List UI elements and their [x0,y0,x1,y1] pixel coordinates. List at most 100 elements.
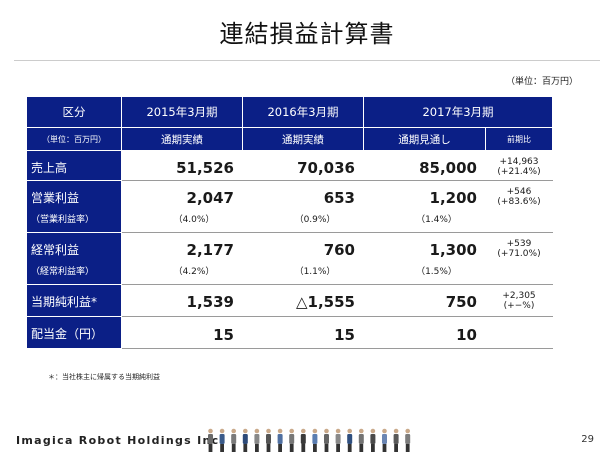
person-icon [289,428,294,434]
header-row-2: （単位：百万円） 通期実績 通期実績 通期見通し 前期比 [26,127,553,151]
person-legs-icon [278,444,282,452]
value-fy2016: △1,555 [296,293,355,311]
footnote: ＊：当社株主に帰属する当期純利益 [48,373,160,381]
person-body-icon [324,434,329,444]
person-icon [335,428,341,434]
value-fy2017: 85,000 [419,159,477,177]
yoy-percent: (+21.4%) [497,167,541,177]
person-icon [243,428,248,434]
person-legs-icon [336,444,340,452]
value-fy2015: 2,047 [186,189,234,207]
header-fy2016-sub: 通期実績 [242,127,364,151]
person-legs-icon [371,444,375,452]
person-legs-icon [347,444,352,452]
person-icon [382,428,387,434]
person-body-icon [405,434,411,444]
value-fy2015: 15 [213,326,234,344]
table-row: 営業利益 （営業利益率） 2,047 （4.0%） 653 （0.9%） 1,2… [26,180,553,233]
person-legs-icon [266,444,271,452]
person-body-icon [266,434,271,444]
header-fy2017-sub: 通期見通し [363,127,486,151]
person-body-icon [219,434,225,444]
person-icon [347,428,352,434]
margin-fy2015: （4.0%） [173,215,215,225]
header-fy2015-sub: 通期実績 [121,127,243,151]
person-body-icon [358,434,364,444]
person-legs-icon [301,444,306,452]
table-row: 経常利益 （経常利益率） 2,177 （4.2%） 760 （1.1%） 1,3… [26,232,553,285]
header-row-1: 区分 2015年3月期 2016年3月期 2017年3月期 [26,96,553,128]
value-fy2017: 1,200 [429,189,477,207]
margin-fy2017: （1.4%） [416,215,457,225]
person-body-icon [370,434,376,444]
company-logo: Imagica Robot Holdings Inc. [16,434,225,447]
person-body-icon [231,434,237,444]
header-fy2016: 2016年3月期 [242,96,364,128]
value-fy2016: 760 [323,241,355,259]
person-icon [370,428,376,434]
person-icon [219,428,225,434]
person-body-icon [242,434,248,444]
header-category: 区分 [26,96,122,128]
person-body-icon [208,434,213,444]
row-label: 配当金（円） [31,327,104,341]
person-icon [359,428,364,434]
row-label: 経常利益 [31,243,80,257]
row-sublabel: （経常利益率） [31,267,95,277]
value-fy2017: 10 [456,326,477,344]
unit-note: （単位：百万円） [505,77,578,87]
value-fy2016: 70,036 [297,159,355,177]
person-legs-icon [231,444,236,452]
value-fy2016: 653 [323,189,355,207]
person-body-icon [335,434,341,444]
header-fy2015: 2015年3月期 [121,96,243,128]
person-legs-icon [324,444,329,452]
people-illustration-icon [208,428,411,452]
title-divider [14,60,600,61]
person-icon [393,428,399,434]
header-yoy: 前期比 [507,135,531,144]
person-legs-icon [208,444,213,452]
person-body-icon [393,434,399,444]
person-legs-icon [255,444,259,452]
table-row: 配当金（円） 15 15 10 [26,316,553,349]
header-fy2017: 2017年3月期 [363,96,553,128]
person-body-icon [277,434,283,444]
table-row: 当期純利益* 1,539 △1,555 750 +2,305 (+−%) [26,284,553,317]
value-fy2016: 15 [334,326,355,344]
yoy-change: +14,963 [499,157,539,167]
value-fy2017: 1,300 [429,241,477,259]
person-icon [301,428,306,434]
slide-title: 連結損益計算書 [219,20,395,48]
person-legs-icon [382,444,387,452]
margin-fy2016: （0.9%） [294,215,336,225]
yoy-change: +539 [506,239,532,249]
person-legs-icon [394,444,398,452]
person-body-icon [300,434,306,444]
person-icon [277,428,283,434]
person-body-icon [347,434,353,444]
header-unit: （単位：百万円） [42,135,106,144]
person-body-icon [289,434,295,444]
person-icon [324,428,329,434]
person-icon [231,428,236,434]
margin-fy2016: （1.1%） [294,267,336,277]
yoy-percent: (+83.6%) [497,197,541,207]
person-icon [254,428,260,434]
row-label: 売上高 [31,161,68,175]
table-row: 売上高 51,526 70,036 85,000 +14,963 (+21.4%… [26,150,553,181]
person-icon [312,428,318,434]
page-number: 29 [581,434,594,445]
value-fy2017: 750 [445,293,477,311]
value-fy2015: 51,526 [176,159,234,177]
person-legs-icon [243,444,248,452]
yoy-change: +2,305 [502,291,536,301]
row-sublabel: （営業利益率） [31,215,95,225]
row-label: 営業利益 [31,191,80,205]
person-icon [208,428,213,434]
person-legs-icon [220,444,224,452]
person-icon [405,428,410,434]
value-fy2015: 1,539 [186,293,234,311]
person-body-icon [382,434,387,444]
person-icon [266,428,271,434]
